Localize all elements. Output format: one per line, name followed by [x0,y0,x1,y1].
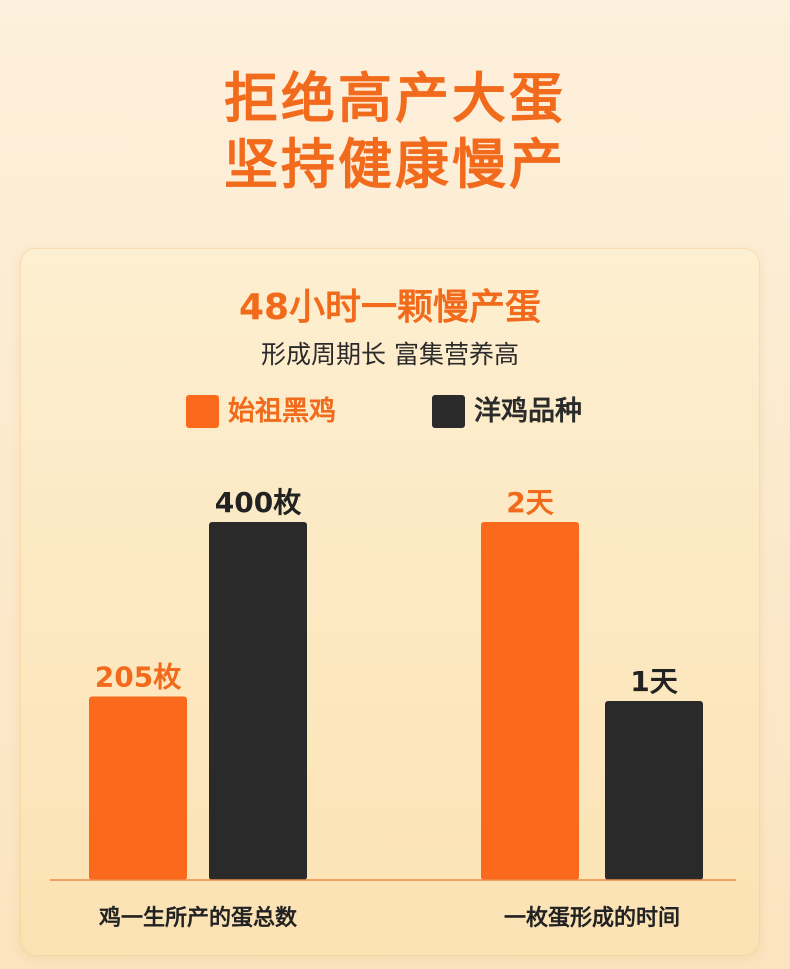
headline-line-2: 坚持健康慢产 [224,133,566,196]
bar-heiji-1 [481,522,579,880]
legend-item-heiji: 始祖黑鸡 [186,393,336,429]
x-axis-label-egg-time: 一枚蛋形成的时间 [504,906,681,931]
legend-label-heiji: 始祖黑鸡 [228,395,336,427]
data-label-heiji-0: 205枚 [95,661,181,694]
legend-swatch-orange [186,394,219,428]
legend-swatch-dark [432,394,465,428]
headline-line-1: 拒绝高产大蛋 [224,67,566,130]
card-subtitle: 形成周期长 富集营养高 [261,340,519,369]
data-label-yangji-0: 400枚 [215,486,301,519]
data-label-yangji-1: 1天 [630,665,677,698]
bar-yangji-1 [605,701,703,880]
bar-chart: 205枚 400枚 2天 1天 [50,486,736,881]
data-label-heiji-1: 2天 [506,486,553,519]
x-axis-label-egg-total: 鸡一生所产的蛋总数 [99,906,298,931]
legend-item-yangji: 洋鸡品种 [432,393,582,429]
legend-label-yangji: 洋鸡品种 [474,395,582,427]
comparison-card: 48小时一颗慢产蛋 形成周期长 富集营养高 始祖黑鸡 洋鸡品种 205枚 400枚… [20,248,760,956]
bar-heiji-0 [89,696,187,880]
card-title: 48小时一颗慢产蛋 [238,287,542,328]
bar-yangji-0 [209,522,307,880]
